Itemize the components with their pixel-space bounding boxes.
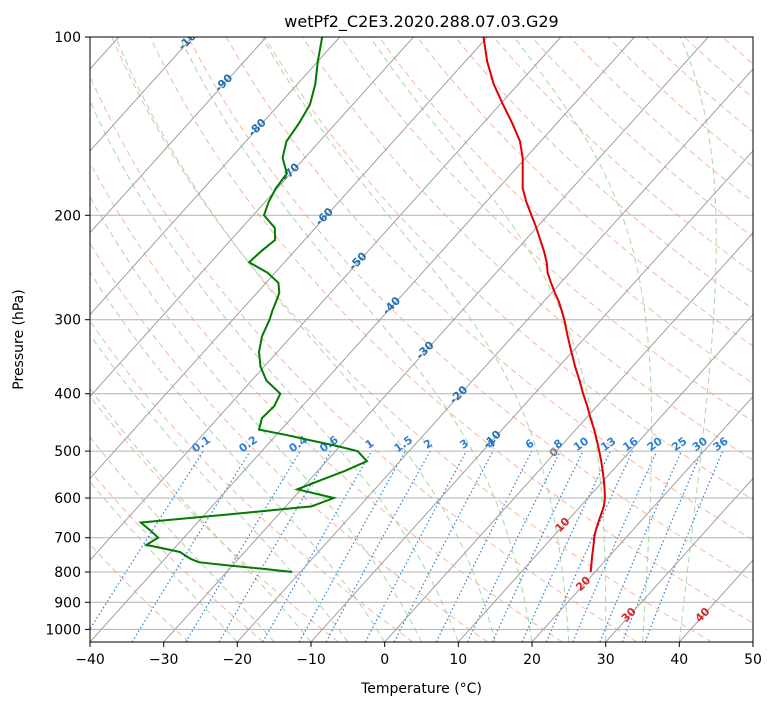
dry-adiabat — [90, 543, 190, 642]
x-tick-label: 30 — [597, 652, 615, 668]
dry-adiabat — [493, 37, 753, 274]
mixing-ratio-line — [185, 450, 301, 642]
pressure-gridlines — [90, 37, 753, 630]
mixing-ratio-label: 0.2 — [236, 433, 259, 455]
dry-adiabat — [111, 37, 712, 642]
dewpoint-line — [138, 37, 369, 573]
plot-frame — [89, 36, 754, 643]
mixing-ratio-line — [621, 450, 703, 642]
moist-adiabat — [678, 37, 717, 642]
y-tick-label: 100 — [54, 30, 81, 46]
mixing-ratio-line — [325, 450, 431, 642]
x-axis-ticks: −40 −30 −20 −10 0 10 20 30 40 50 — [75, 642, 762, 668]
isotherm — [90, 37, 488, 480]
isotherm — [457, 313, 753, 642]
y-tick-label: 500 — [54, 444, 81, 460]
dry-adiabat — [90, 242, 488, 642]
x-tick-label: 20 — [523, 652, 541, 668]
chart-title: wetPf2_C2E3.2020.288.07.03.G29 — [284, 12, 558, 32]
isotherm — [90, 37, 193, 152]
isotherm — [236, 68, 753, 642]
mixing-ratio-line — [90, 450, 204, 631]
x-tick-label: 50 — [744, 652, 762, 668]
moist-adiabat — [261, 37, 570, 642]
mixing-ratio-line — [491, 450, 584, 642]
mixing-ratio-label: 0.1 — [190, 433, 213, 455]
dry-adiabat — [90, 469, 264, 642]
mixing-ratio-line — [572, 450, 658, 642]
x-tick-label: 0 — [380, 652, 389, 668]
isotherm-label: -100 — [176, 24, 205, 53]
y-axis-label: Pressure (hPa) — [11, 289, 27, 389]
x-tick-label: 10 — [449, 652, 467, 668]
moist-adiabat — [115, 37, 496, 642]
y-tick-label: 900 — [54, 595, 81, 611]
mixing-ratio-label: 2 — [421, 437, 435, 452]
mixing-ratio-line — [364, 450, 467, 642]
isotherm — [678, 559, 753, 642]
dry-adiabat — [683, 37, 753, 99]
isotherm — [90, 37, 414, 398]
moist-adiabat — [90, 271, 386, 642]
mixing-ratio-line — [262, 450, 373, 642]
dry-adiabat — [90, 161, 563, 642]
mixing-ratio-label: 1.5 — [392, 433, 415, 455]
y-tick-label: 200 — [54, 208, 81, 224]
isotherm — [531, 395, 753, 642]
dry-adiabat — [454, 37, 753, 310]
isotherm — [310, 150, 753, 642]
mixing-ratio-line — [435, 450, 533, 642]
mixing-ratio-label: 3 — [457, 437, 471, 452]
x-tick-label: 40 — [670, 652, 688, 668]
moist-adiabat — [513, 37, 653, 642]
moist-adiabats — [90, 37, 717, 642]
isotherm — [605, 477, 753, 642]
dry-adiabat — [90, 320, 414, 642]
isotherms — [90, 37, 753, 642]
x-tick-label: −40 — [75, 652, 105, 668]
mixing-ratio-line — [599, 450, 682, 642]
dry-adiabat — [264, 37, 753, 501]
moist-adiabat — [90, 99, 459, 642]
moist-adiabat — [90, 481, 238, 642]
mixing-ratio-line — [644, 450, 724, 642]
y-axis-ticks: 100 200 300 400 500 600 700 800 900 1000 — [45, 30, 90, 638]
dry-adiabat — [225, 37, 753, 541]
moist-adiabat — [369, 37, 607, 642]
mixing-ratio-line — [545, 450, 634, 642]
temperature-line — [482, 37, 606, 573]
y-tick-label: 400 — [54, 387, 81, 403]
y-tick-label: 800 — [54, 565, 81, 581]
isotherm — [90, 37, 635, 642]
isotherm — [90, 37, 341, 316]
y-tick-label: 600 — [54, 491, 81, 507]
x-tick-label: −10 — [296, 652, 326, 668]
isotherm — [163, 37, 709, 642]
mixing-ratio-line — [466, 450, 561, 642]
dry-adiabats — [90, 37, 753, 642]
dry-adiabat — [416, 37, 753, 347]
x-tick-label: −30 — [149, 652, 179, 668]
y-tick-label: 1000 — [45, 622, 81, 638]
dry-adiabat — [90, 395, 339, 642]
dry-adiabat — [378, 37, 753, 385]
moist-adiabat — [90, 436, 275, 642]
dry-adiabat — [645, 37, 753, 133]
isotherm — [384, 232, 753, 642]
x-axis-label: Temperature (°C) — [360, 681, 482, 697]
y-tick-label: 700 — [54, 531, 81, 547]
y-tick-label: 300 — [54, 313, 81, 329]
dry-adiabat — [149, 37, 753, 624]
mixing-ratio-line — [298, 450, 406, 642]
dry-adiabat — [607, 37, 753, 168]
isotherm — [90, 37, 267, 234]
isotherm — [752, 641, 753, 642]
moist-adiabat — [179, 37, 533, 642]
x-tick-label: −20 — [223, 652, 253, 668]
moist-adiabat — [90, 333, 349, 642]
isotherm — [90, 37, 562, 561]
mixing-ratio-labels: 0.1 0.2 0.4 0.6 1 1.5 2 3 4 6 8 10 13 16 20 25 30 36 — [190, 433, 731, 455]
